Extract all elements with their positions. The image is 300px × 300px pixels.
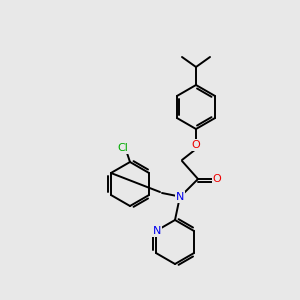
Text: Cl: Cl: [118, 143, 128, 153]
Text: N: N: [153, 226, 161, 236]
Text: N: N: [176, 192, 184, 202]
Text: O: O: [213, 174, 221, 184]
Text: O: O: [192, 140, 200, 150]
